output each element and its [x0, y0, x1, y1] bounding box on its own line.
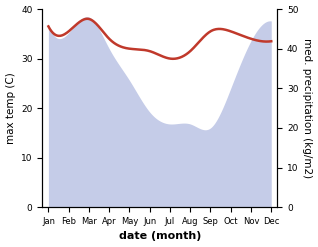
X-axis label: date (month): date (month)	[119, 231, 201, 242]
Y-axis label: med. precipitation (kg/m2): med. precipitation (kg/m2)	[302, 38, 313, 178]
Y-axis label: max temp (C): max temp (C)	[5, 72, 16, 144]
